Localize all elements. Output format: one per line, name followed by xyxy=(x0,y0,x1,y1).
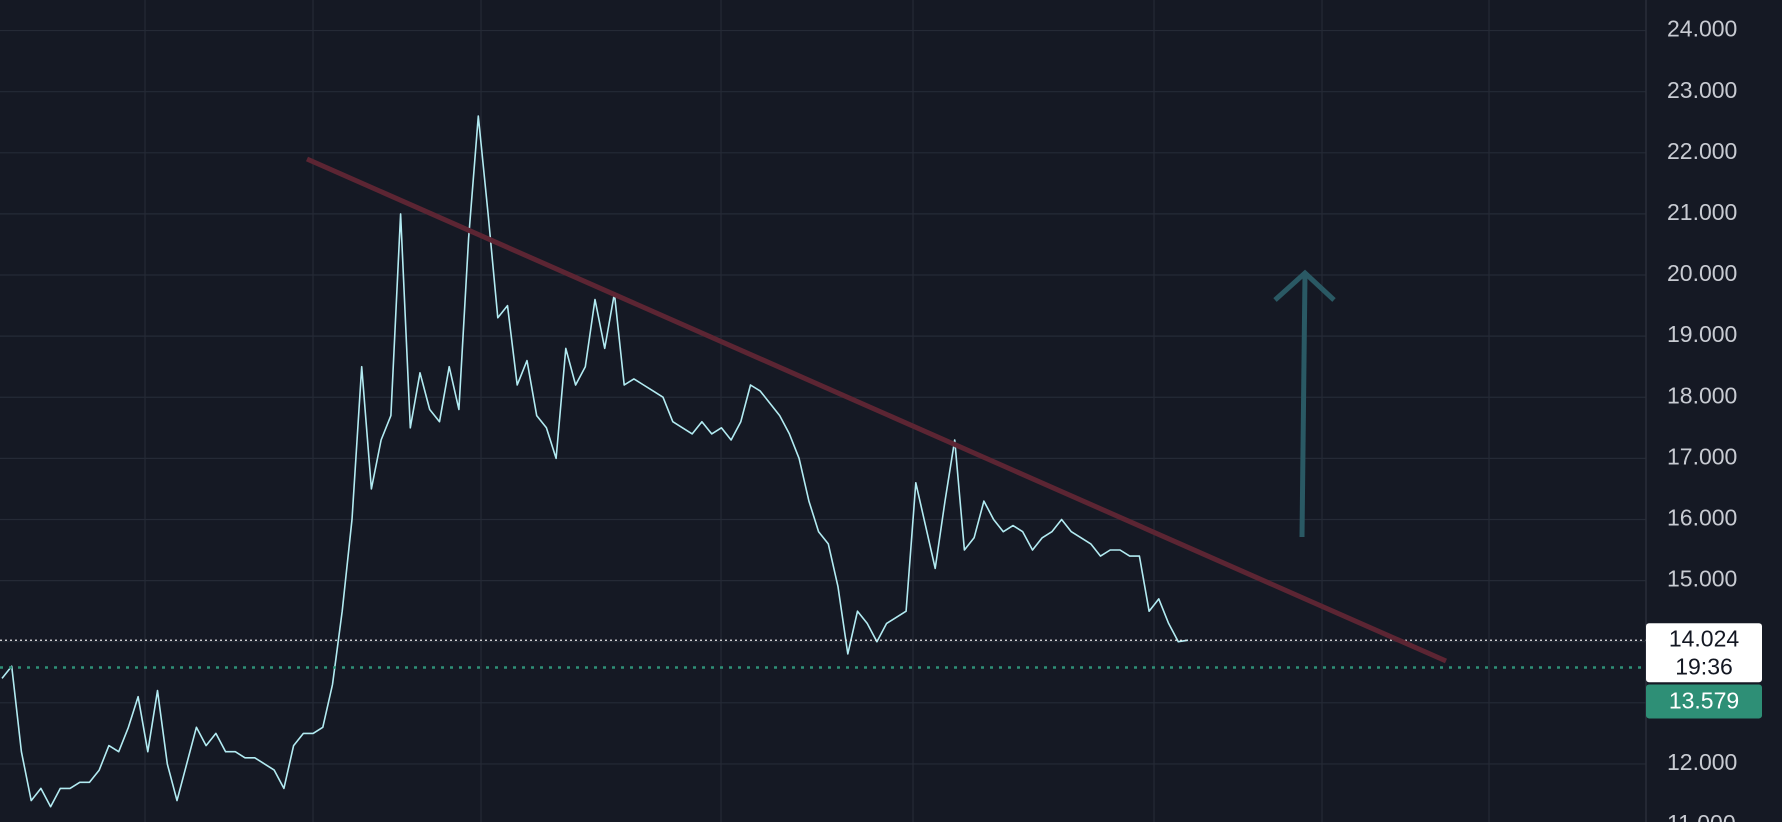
arrow-shaft xyxy=(1299,273,1308,538)
y-tick-label: 22.000 xyxy=(1667,138,1737,164)
countdown-label: 19:36 xyxy=(1675,653,1733,679)
y-tick-label: 24.000 xyxy=(1667,16,1737,42)
trend-line xyxy=(305,156,1448,664)
price-line xyxy=(1,115,1189,808)
arrow-head xyxy=(1273,269,1336,302)
y-tick-label: 20.000 xyxy=(1667,260,1737,286)
y-tick-label: 12.000 xyxy=(1667,749,1737,775)
arrow xyxy=(1273,269,1336,538)
marked-price-label: 13.579 xyxy=(1669,688,1739,714)
horizontal-grid xyxy=(0,29,1646,765)
last-price-box xyxy=(1646,623,1762,683)
y-tick-label: 21.000 xyxy=(1667,199,1737,225)
y-tick-label: 17.000 xyxy=(1667,443,1737,469)
y-tick-label: 19.000 xyxy=(1667,321,1737,347)
y-tick-label: 18.000 xyxy=(1667,382,1737,408)
y-tick-label: 11.000 xyxy=(1667,810,1736,822)
price-axis: 24.000 23.000 22.000 21.000 20.000 19.000 18.0… xyxy=(1646,16,1762,822)
marked-price-box xyxy=(1646,684,1762,719)
y-tick-label: 16.000 xyxy=(1667,505,1737,531)
y-tick-label: 23.000 xyxy=(1667,77,1737,103)
y-tick-label: 15.000 xyxy=(1667,566,1737,592)
last-price-label: 14.024 xyxy=(1669,625,1740,651)
plot xyxy=(0,115,1646,808)
